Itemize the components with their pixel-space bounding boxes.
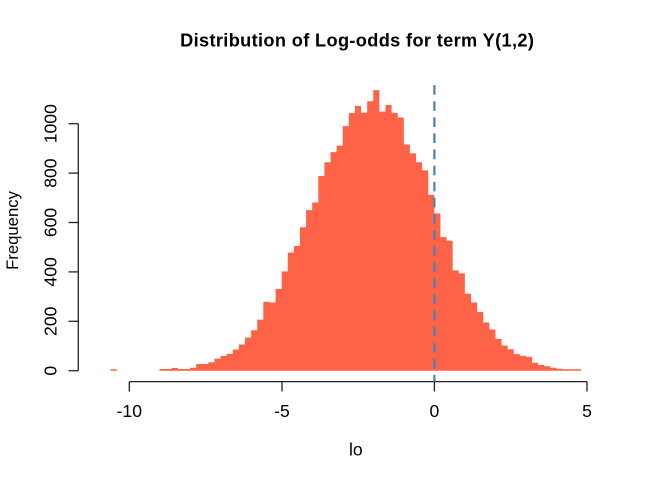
- svg-text:0: 0: [41, 366, 61, 376]
- svg-text:lo: lo: [349, 440, 363, 460]
- svg-text:-10: -10: [117, 401, 143, 421]
- svg-text:1000: 1000: [41, 104, 61, 143]
- svg-text:400: 400: [41, 257, 61, 287]
- svg-text:Frequency: Frequency: [3, 190, 22, 269]
- svg-text:0: 0: [430, 401, 440, 421]
- svg-text:800: 800: [41, 158, 61, 188]
- svg-text:200: 200: [41, 306, 61, 336]
- svg-text:5: 5: [582, 401, 592, 421]
- svg-text:-5: -5: [274, 401, 290, 421]
- svg-text:600: 600: [41, 208, 61, 238]
- svg-text:Distribution of Log-odds for t: Distribution of Log-odds for term Y(1,2): [180, 31, 534, 51]
